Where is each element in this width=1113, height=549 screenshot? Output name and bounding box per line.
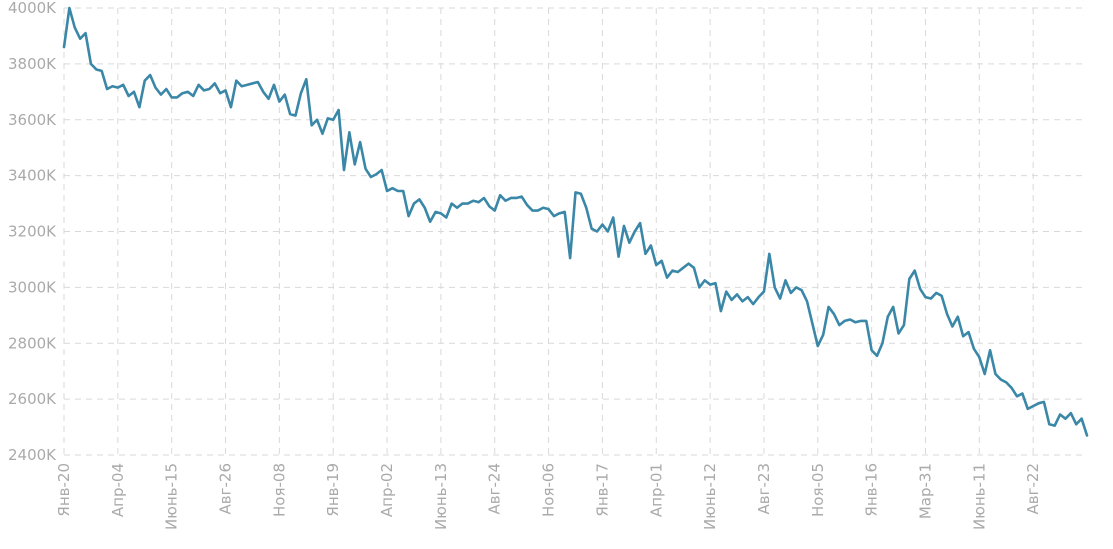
- x-tick-label: Июнь-12: [701, 463, 719, 530]
- series-layer: [62, 6, 1089, 437]
- x-tick-label: Авг-24: [486, 463, 504, 514]
- x-tick-label: Янв-19: [324, 463, 342, 517]
- y-tick-label: 4000K: [8, 0, 57, 17]
- x-tick-label: Янв-17: [593, 463, 611, 517]
- x-tick-label: Авг-26: [217, 463, 235, 514]
- y-tick-label: 3400K: [8, 167, 57, 185]
- x-tick-label: Ноя-05: [809, 463, 827, 517]
- x-tick-label: Июнь-13: [432, 463, 450, 530]
- x-tick-label: Мар-31: [916, 463, 934, 519]
- y-tick-label: 3600K: [8, 111, 57, 129]
- x-tick-label: Июнь-11: [970, 463, 988, 530]
- y-tick-label: 3000K: [8, 278, 57, 296]
- x-tick-label: Апр-02: [378, 463, 396, 517]
- x-gridlines: [63, 8, 1034, 455]
- x-tick-label: Янв-20: [55, 463, 73, 517]
- y-tick-label: 2400K: [8, 446, 57, 464]
- x-axis-tick-labels: Янв-20 Апр-04 Июнь-15 Авг-26 Ноя-08 Янв-19 Апр…: [55, 463, 1042, 530]
- y-axis-tick-labels: 4000K 3800K 3600K 3400K 3200K 3000K 2800K 2600K…: [8, 0, 57, 464]
- series-line: [62, 6, 1089, 437]
- x-tick-label: Авг-22: [1024, 463, 1042, 514]
- y-tick-label: 3200K: [8, 223, 57, 241]
- x-tick-label: Июнь-15: [163, 463, 181, 530]
- x-tick-label: Апр-01: [647, 463, 665, 517]
- x-tick-label: Ноя-08: [270, 463, 288, 517]
- x-tick-label: Апр-04: [109, 463, 127, 517]
- y-tick-label: 2800K: [8, 334, 57, 352]
- x-tick-label: Янв-16: [863, 463, 881, 517]
- x-tick-label: Ноя-06: [540, 463, 558, 517]
- x-tick-label: Авг-23: [755, 463, 773, 514]
- y-tick-label: 2600K: [8, 390, 57, 408]
- y-tick-label: 3800K: [8, 55, 57, 73]
- y-gridlines: [64, 7, 1087, 456]
